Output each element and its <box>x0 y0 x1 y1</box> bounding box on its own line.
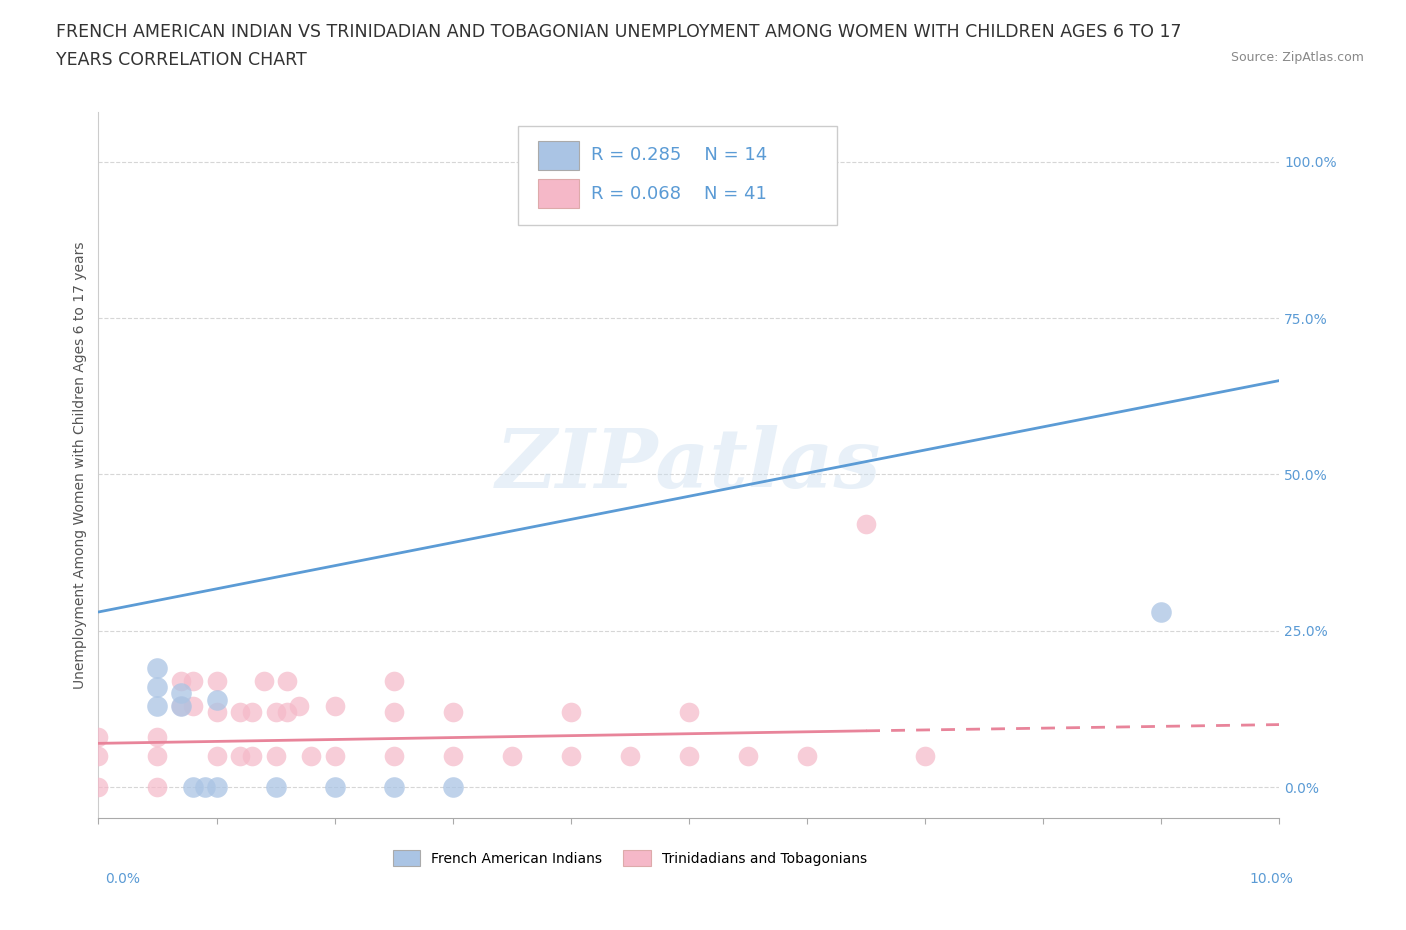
Point <box>737 749 759 764</box>
FancyBboxPatch shape <box>537 140 579 170</box>
Point <box>441 705 464 720</box>
Text: R = 0.068    N = 41: R = 0.068 N = 41 <box>591 184 766 203</box>
Point <box>181 673 204 688</box>
Point <box>678 749 700 764</box>
Point <box>146 730 169 745</box>
Point <box>382 779 405 794</box>
Legend: French American Indians, Trinidadians and Tobagonians: French American Indians, Trinidadians an… <box>387 844 873 871</box>
Point <box>229 705 252 720</box>
Point <box>87 749 110 764</box>
Point <box>170 685 193 700</box>
Point <box>205 779 228 794</box>
Point <box>146 749 169 764</box>
Point <box>796 749 818 764</box>
Text: 0.0%: 0.0% <box>105 871 141 886</box>
Point <box>914 749 936 764</box>
Y-axis label: Unemployment Among Women with Children Ages 6 to 17 years: Unemployment Among Women with Children A… <box>73 241 87 689</box>
Point <box>240 705 263 720</box>
Point <box>441 779 464 794</box>
Point <box>146 661 169 676</box>
Text: FRENCH AMERICAN INDIAN VS TRINIDADIAN AND TOBAGONIAN UNEMPLOYMENT AMONG WOMEN WI: FRENCH AMERICAN INDIAN VS TRINIDADIAN AN… <box>56 23 1181 41</box>
Point <box>170 698 193 713</box>
Point <box>205 749 228 764</box>
Point <box>146 779 169 794</box>
Point <box>288 698 311 713</box>
Point <box>560 705 582 720</box>
Point <box>87 730 110 745</box>
Point <box>323 749 346 764</box>
Text: Source: ZipAtlas.com: Source: ZipAtlas.com <box>1230 51 1364 64</box>
Text: R = 0.285    N = 14: R = 0.285 N = 14 <box>591 146 768 165</box>
Point <box>181 779 204 794</box>
Point <box>205 705 228 720</box>
Point <box>264 749 287 764</box>
Point <box>382 705 405 720</box>
Point <box>619 749 641 764</box>
Point <box>264 705 287 720</box>
Point <box>678 705 700 720</box>
Point <box>229 749 252 764</box>
Point <box>181 698 204 713</box>
Point <box>382 749 405 764</box>
Point <box>146 680 169 695</box>
FancyBboxPatch shape <box>517 126 837 225</box>
Point <box>205 673 228 688</box>
Point <box>170 698 193 713</box>
Point <box>1150 604 1173 619</box>
Text: 10.0%: 10.0% <box>1250 871 1294 886</box>
Point <box>194 779 217 794</box>
Point <box>146 698 169 713</box>
Point <box>276 673 298 688</box>
Point <box>560 749 582 764</box>
Text: ZIPatlas: ZIPatlas <box>496 425 882 505</box>
Point <box>323 698 346 713</box>
Point <box>323 779 346 794</box>
Text: YEARS CORRELATION CHART: YEARS CORRELATION CHART <box>56 51 307 69</box>
FancyBboxPatch shape <box>537 179 579 208</box>
Point <box>382 673 405 688</box>
Point <box>855 517 877 532</box>
Point <box>276 705 298 720</box>
Point <box>441 749 464 764</box>
Point <box>299 749 322 764</box>
Point <box>253 673 276 688</box>
Point <box>501 749 523 764</box>
Point <box>87 779 110 794</box>
Point <box>170 673 193 688</box>
Point <box>240 749 263 764</box>
Point <box>205 692 228 707</box>
Point <box>264 779 287 794</box>
